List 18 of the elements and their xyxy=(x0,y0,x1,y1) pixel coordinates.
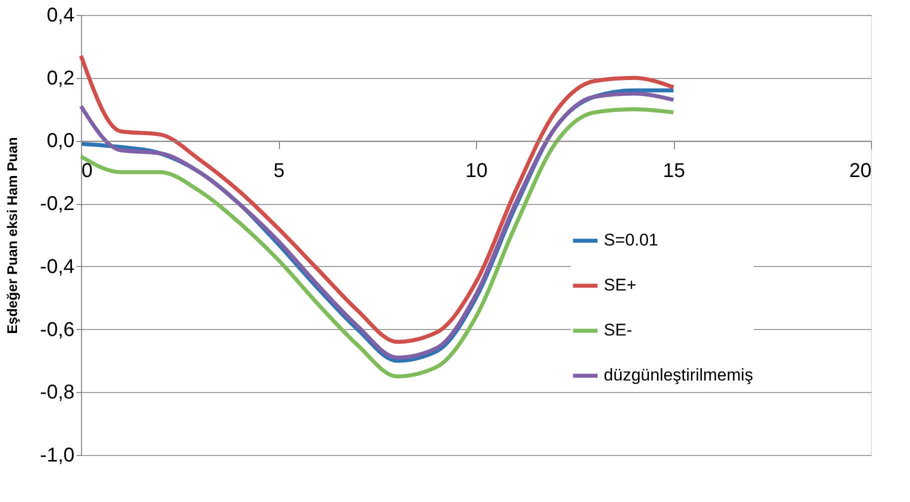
y-tick-label: 0,4 xyxy=(46,4,74,26)
x-tick-label: 10 xyxy=(465,160,488,182)
x-tick-label: 15 xyxy=(662,160,686,182)
x-tick-label: 5 xyxy=(273,160,285,182)
x-tick-label: 0 xyxy=(82,160,93,182)
y-tick-label: -0,4 xyxy=(40,256,74,278)
y-axis-title: Eşdeğer Puan eksi Ham Puan xyxy=(4,137,20,334)
y-tick-label: 0,0 xyxy=(46,130,74,152)
y-tick-label: -0,2 xyxy=(40,193,74,216)
legend-label: düzgünleştirilmemiş xyxy=(604,366,754,385)
legend-label: SE+ xyxy=(604,276,636,295)
legend-label: S=0.01 xyxy=(604,230,658,250)
y-tick-label: -1,0 xyxy=(40,444,74,466)
x-tick-label: 20 xyxy=(849,160,872,182)
y-tick-label: -0,8 xyxy=(40,382,74,404)
y-tick-label: 0,2 xyxy=(46,67,74,90)
y-tick-label: -0,6 xyxy=(40,318,74,341)
legend-label: SE- xyxy=(604,320,632,340)
